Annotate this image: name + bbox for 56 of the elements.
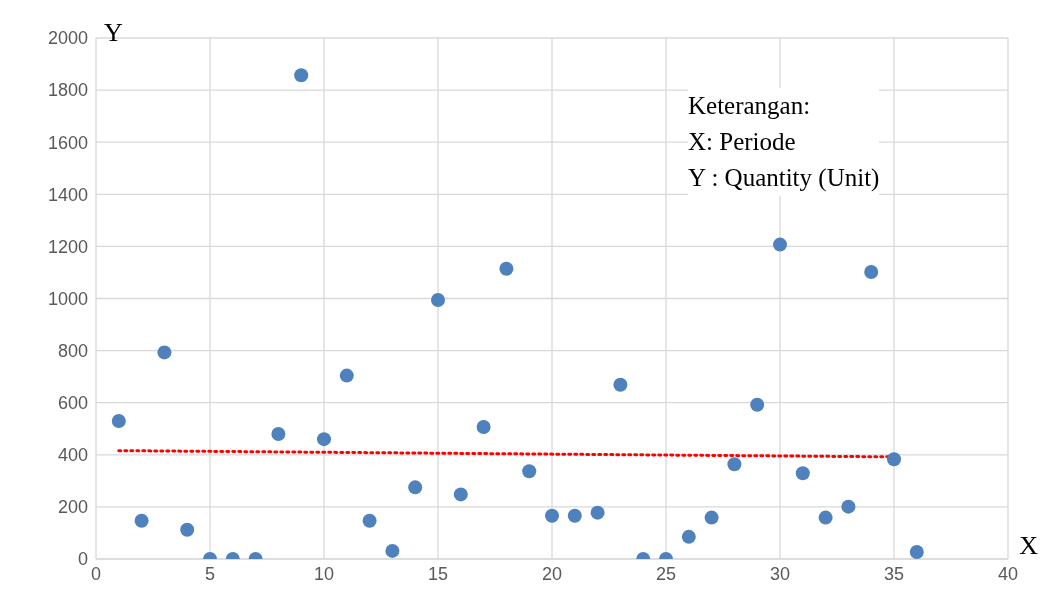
- point: [134, 513, 149, 528]
- point: [818, 510, 833, 525]
- y-tick-label: 400: [57, 445, 88, 466]
- point: [864, 264, 879, 279]
- point: [362, 513, 377, 528]
- point: [271, 426, 286, 441]
- point: [522, 464, 537, 479]
- y-tick-label: 1800: [47, 80, 88, 101]
- x-tick-label: 35: [883, 563, 905, 584]
- x-axis-title: X: [1019, 531, 1038, 561]
- x-tick-label: 20: [541, 563, 563, 584]
- point: [476, 419, 491, 434]
- point: [408, 480, 423, 495]
- point: [613, 377, 628, 392]
- x-tick-label: 25: [655, 563, 677, 584]
- point: [750, 397, 765, 412]
- point: [385, 543, 400, 558]
- point: [681, 529, 696, 544]
- y-tick-label: 1400: [47, 184, 88, 205]
- y-tick-label: 2000: [47, 28, 88, 49]
- point: [339, 368, 354, 383]
- y-tick-label: 800: [57, 340, 88, 361]
- point: [453, 487, 468, 502]
- point: [887, 452, 901, 467]
- point: [841, 499, 856, 514]
- point: [704, 510, 719, 525]
- point: [795, 466, 810, 481]
- y-tick-label: 1600: [47, 132, 88, 153]
- point: [111, 413, 126, 428]
- point: [567, 508, 582, 523]
- y-axis-title: Y: [104, 18, 123, 48]
- point: [590, 505, 605, 520]
- x-tick-label: 15: [427, 563, 449, 584]
- y-tick-label: 600: [57, 393, 88, 414]
- x-tick-label: 5: [204, 563, 216, 584]
- point: [157, 345, 172, 360]
- point: [499, 261, 514, 276]
- x-tick-label: 10: [313, 563, 335, 584]
- point: [180, 522, 195, 537]
- point: [431, 293, 445, 308]
- point: [545, 508, 559, 523]
- y-tick-label: 200: [57, 497, 88, 518]
- annotation: Y : Quantity (Unit): [688, 163, 880, 194]
- y-tick-label: 0: [77, 549, 88, 570]
- y-tick-label: 1000: [47, 288, 88, 309]
- annotation: Keterangan:: [688, 91, 812, 121]
- x-tick-label: 30: [769, 563, 791, 584]
- point: [909, 544, 924, 559]
- annotation: X: Periode: [688, 127, 797, 157]
- y-tick-label: 1200: [47, 236, 88, 257]
- point: [294, 68, 309, 83]
- point: [727, 457, 742, 472]
- point: [773, 237, 787, 252]
- x-tick-label: 0: [90, 563, 102, 584]
- x-tick-label: 40: [997, 563, 1019, 584]
- point: [317, 432, 331, 447]
